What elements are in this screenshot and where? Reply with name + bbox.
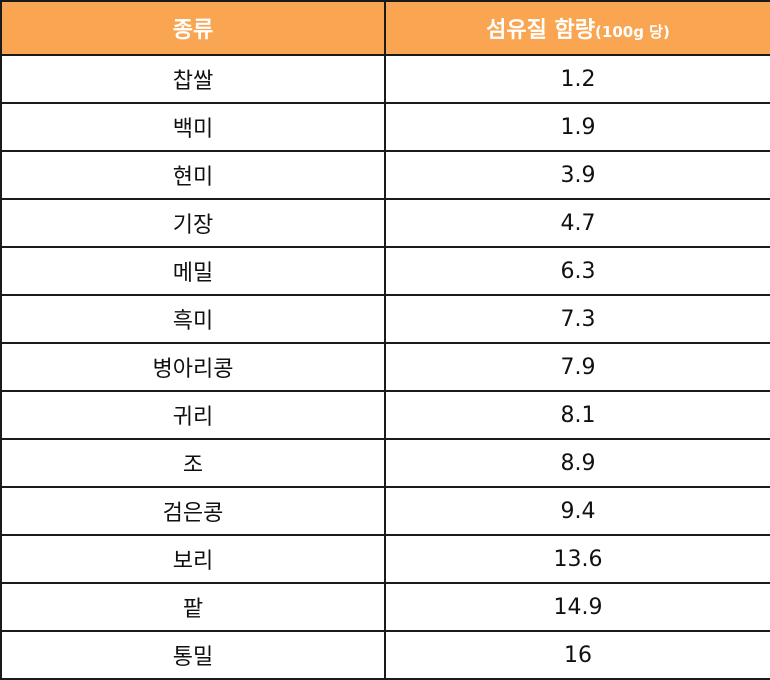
- header-fiber: 섬유질 함량(100g 당): [384, 0, 770, 56]
- cell-fiber: 3.9: [384, 150, 770, 200]
- cell-fiber: 6.3: [384, 246, 770, 296]
- table-row: 흑미 7.3: [0, 294, 770, 344]
- cell-fiber: 1.9: [384, 102, 770, 152]
- cell-fiber: 1.2: [384, 54, 770, 104]
- cell-fiber: 14.9: [384, 582, 770, 632]
- cell-type: 팥: [0, 582, 386, 632]
- header-fiber-unit: (100g 당): [595, 23, 670, 41]
- cell-fiber: 7.9: [384, 342, 770, 392]
- cell-fiber: 16: [384, 630, 770, 680]
- cell-fiber: 7.3: [384, 294, 770, 344]
- cell-type: 현미: [0, 150, 386, 200]
- table-row: 현미 3.9: [0, 150, 770, 200]
- table-row: 통밀 16: [0, 630, 770, 680]
- table-row: 조 8.9: [0, 438, 770, 488]
- cell-fiber: 9.4: [384, 486, 770, 536]
- cell-type: 메밀: [0, 246, 386, 296]
- table-row: 검은콩 9.4: [0, 486, 770, 536]
- cell-fiber: 8.9: [384, 438, 770, 488]
- table-row: 백미 1.9: [0, 102, 770, 152]
- header-row: 종류 섬유질 함량(100g 당): [0, 0, 770, 56]
- cell-type: 조: [0, 438, 386, 488]
- header-type: 종류: [0, 0, 386, 56]
- cell-type: 병아리콩: [0, 342, 386, 392]
- table-row: 팥 14.9: [0, 582, 770, 632]
- table-body: 찹쌀 1.2 백미 1.9 현미 3.9 기장 4.7 메밀 6.3 흑미 7.3 병아리콩 7.9 귀리 8…: [0, 54, 770, 680]
- table-row: 병아리콩 7.9: [0, 342, 770, 392]
- cell-fiber: 8.1: [384, 390, 770, 440]
- table-row: 보리 13.6: [0, 534, 770, 584]
- cell-fiber: 4.7: [384, 198, 770, 248]
- table-row: 귀리 8.1: [0, 390, 770, 440]
- cell-type: 흑미: [0, 294, 386, 344]
- header-fiber-label: 섬유질 함량: [486, 18, 596, 43]
- cell-fiber: 13.6: [384, 534, 770, 584]
- cell-type: 백미: [0, 102, 386, 152]
- table-row: 기장 4.7: [0, 198, 770, 248]
- table-row: 메밀 6.3: [0, 246, 770, 296]
- cell-type: 검은콩: [0, 486, 386, 536]
- cell-type: 찹쌀: [0, 54, 386, 104]
- table-row: 찹쌀 1.2: [0, 54, 770, 104]
- table-header: 종류 섬유질 함량(100g 당): [0, 0, 770, 56]
- cell-type: 보리: [0, 534, 386, 584]
- cell-type: 통밀: [0, 630, 386, 680]
- cell-type: 기장: [0, 198, 386, 248]
- cell-type: 귀리: [0, 390, 386, 440]
